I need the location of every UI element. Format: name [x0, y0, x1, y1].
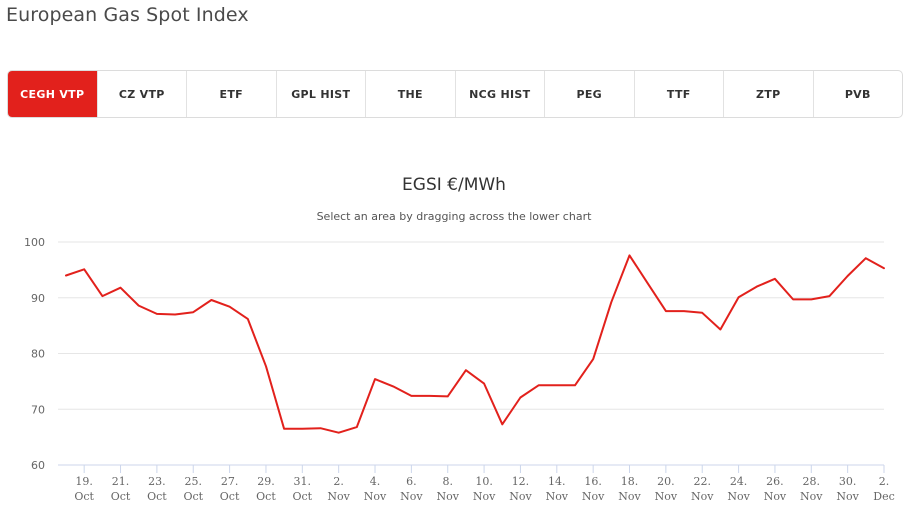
x-tick-day: 20.	[657, 475, 675, 488]
x-tick-day: 8.	[442, 475, 453, 488]
x-tick-day: 19.	[75, 475, 93, 488]
x-tick-month: Nov	[509, 490, 532, 503]
chart-subtitle: Select an area by dragging across the lo…	[317, 210, 593, 223]
tab-ztp[interactable]: ZTP	[724, 71, 814, 117]
x-tick-month: Nov	[327, 490, 350, 503]
x-tick-month: Dec	[873, 490, 895, 503]
x-tick-month: Nov	[800, 490, 823, 503]
x-tick-month: Oct	[111, 490, 131, 503]
tab-ttf[interactable]: TTF	[635, 71, 724, 117]
egsi-line-chart[interactable]: EGSI €/MWh Select an area by dragging ac…	[0, 160, 908, 514]
page-title: European Gas Spot Index	[6, 4, 249, 26]
x-tick-day: 31.	[294, 475, 312, 488]
x-tick-day: 27.	[221, 475, 239, 488]
y-tick-label: 80	[31, 348, 45, 361]
x-tick-day: 14.	[548, 475, 566, 488]
x-tick-month: Nov	[546, 490, 569, 503]
x-tick-day: 4.	[370, 475, 381, 488]
x-tick-month: Nov	[836, 490, 859, 503]
tab-gpl-hist[interactable]: GPL HIST	[277, 71, 366, 117]
tab-the[interactable]: THE	[366, 71, 456, 117]
x-tick-month: Oct	[293, 490, 313, 503]
x-tick-day: 23.	[148, 475, 166, 488]
x-tick-month: Nov	[764, 490, 787, 503]
tab-etf[interactable]: ETF	[187, 71, 277, 117]
y-tick-label: 70	[31, 403, 45, 416]
y-tick-label: 90	[31, 292, 45, 305]
x-tick-month: Nov	[691, 490, 714, 503]
x-tick-month: Oct	[183, 490, 203, 503]
series-line[interactable]	[65, 254, 885, 434]
x-tick-month: Nov	[436, 490, 459, 503]
x-tick-month: Oct	[74, 490, 94, 503]
tab-ncg-hist[interactable]: NCG HIST	[456, 71, 545, 117]
x-tick-day: 25.	[184, 475, 202, 488]
plot-area[interactable]	[65, 254, 885, 434]
x-axis: 19. Oct 21. Oct 23. Oct 25. Oct 27. Oct 29. Oct 31. O…	[58, 464, 895, 503]
x-tick-day: 18.	[621, 475, 639, 488]
x-tick-month: Nov	[727, 490, 750, 503]
y-axis: 60 70 80 90 100	[24, 236, 45, 472]
x-tick-month: Oct	[220, 490, 240, 503]
x-tick-day: 6.	[406, 475, 417, 488]
y-tick-label: 60	[31, 459, 45, 472]
tab-pvb[interactable]: PVB	[844, 87, 871, 101]
x-tick-day: 24.	[730, 475, 748, 488]
x-tick-month: Oct	[147, 490, 167, 503]
x-tick-day: 21.	[112, 475, 130, 488]
hub-tabs: CEGH VTP CZ VTP ETF GPL HIST THE NCG HIST PEG T…	[7, 70, 903, 118]
x-tick-day: 2.	[333, 475, 344, 488]
tab-cegh-vtp[interactable]: CEGH VTP	[8, 71, 98, 117]
x-tick-day: 2.	[879, 475, 890, 488]
x-tick-day: 28.	[803, 475, 821, 488]
x-tick-day: 10.	[475, 475, 493, 488]
x-tick-month: Nov	[473, 490, 496, 503]
x-tick-day: 29.	[257, 475, 275, 488]
chart-title: EGSI €/MWh	[402, 175, 506, 195]
x-tick-day: 12.	[512, 475, 530, 488]
x-tick-day: 26.	[766, 475, 784, 488]
x-tick-month: Oct	[256, 490, 276, 503]
x-tick-month: Nov	[400, 490, 423, 503]
tab-peg[interactable]: PEG	[545, 71, 635, 117]
gridlines	[58, 241, 884, 466]
tab-cz-vtp[interactable]: CZ VTP	[98, 71, 187, 117]
x-tick-day: 30.	[839, 475, 857, 488]
x-tick-month: Nov	[582, 490, 605, 503]
x-tick-month: Nov	[655, 490, 678, 503]
y-tick-label: 100	[24, 236, 45, 249]
x-tick-month: Nov	[618, 490, 641, 503]
x-tick-day: 22.	[693, 475, 711, 488]
x-tick-day: 16.	[584, 475, 602, 488]
x-tick-month: Nov	[364, 490, 387, 503]
